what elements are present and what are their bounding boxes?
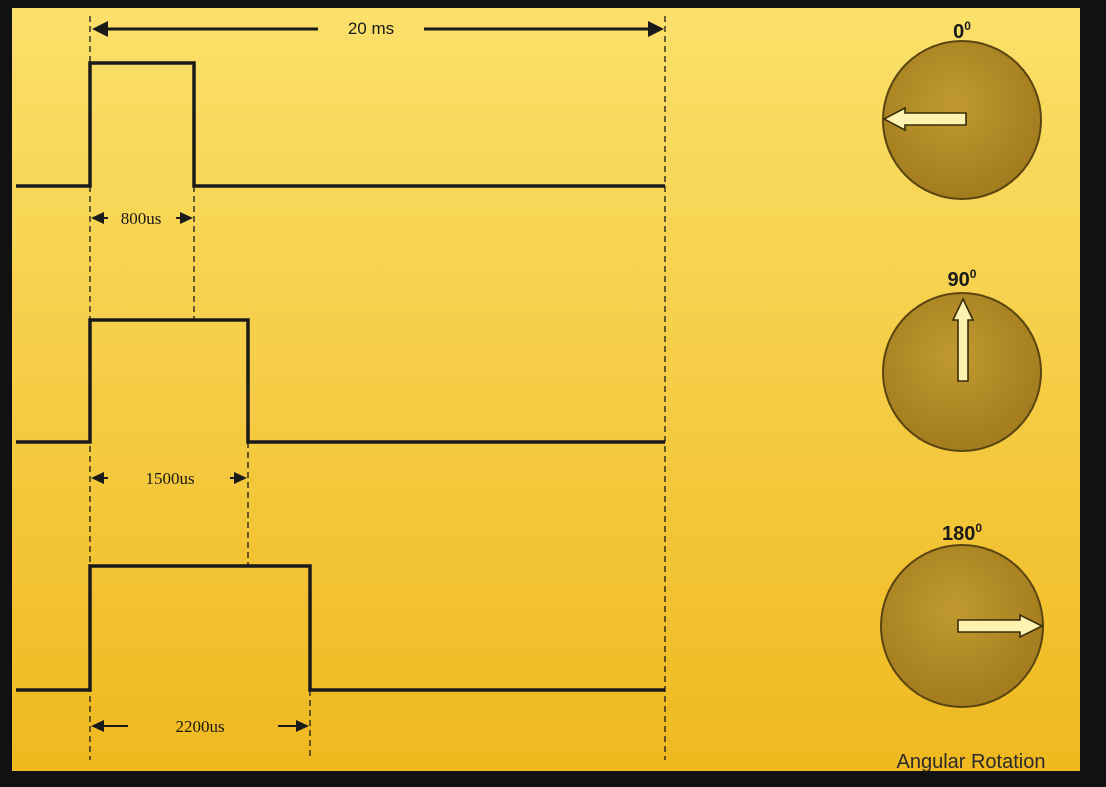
period-label: 20 ms: [348, 19, 394, 38]
pulse-row-2200us: 2200us: [16, 564, 665, 736]
bottom-frame-strip: [0, 771, 1106, 782]
up-arrow-icon: [951, 297, 975, 382]
rotation-dial-90: 900: [882, 267, 1042, 452]
right-arrow-icon: [957, 613, 1044, 639]
pulse-waveform-800us: [16, 61, 665, 188]
width-left-arrowhead-icon: [91, 720, 104, 732]
period-dimension: 20 ms: [92, 19, 664, 38]
pulse-width-label: 2200us: [175, 717, 224, 736]
width-left-arrowhead-icon: [91, 472, 104, 484]
pulse-width-label: 800us: [121, 209, 162, 228]
rotation-dial-180: 1800: [880, 521, 1044, 708]
width-right-arrowhead-icon: [180, 212, 193, 224]
pulse-width-label: 1500us: [145, 469, 194, 488]
pulse-width-dimension-800us: 800us: [91, 209, 193, 228]
pulse-row-1500us: 1500us: [16, 318, 665, 488]
angle-label: 1800: [942, 521, 982, 545]
pulse-waveform-2200us: [16, 564, 665, 692]
angular-rotation-caption: Angular Rotation: [897, 751, 1046, 773]
angle-label: 900: [948, 267, 977, 291]
pulse-row-800us: 800us: [16, 61, 665, 228]
angle-label: 00: [953, 19, 971, 43]
width-right-arrowhead-icon: [296, 720, 309, 732]
width-left-arrowhead-icon: [91, 212, 104, 224]
period-right-arrowhead-icon: [648, 21, 664, 37]
left-arrow-icon: [882, 106, 967, 132]
pulse-width-dimension-2200us: 2200us: [91, 717, 309, 736]
pulse-waveform-1500us: [16, 318, 665, 444]
period-left-arrowhead-icon: [92, 21, 108, 37]
pulse-width-dimension-1500us: 1500us: [91, 469, 247, 488]
width-right-arrowhead-icon: [234, 472, 247, 484]
rotation-dial-0: 00: [882, 19, 1042, 200]
